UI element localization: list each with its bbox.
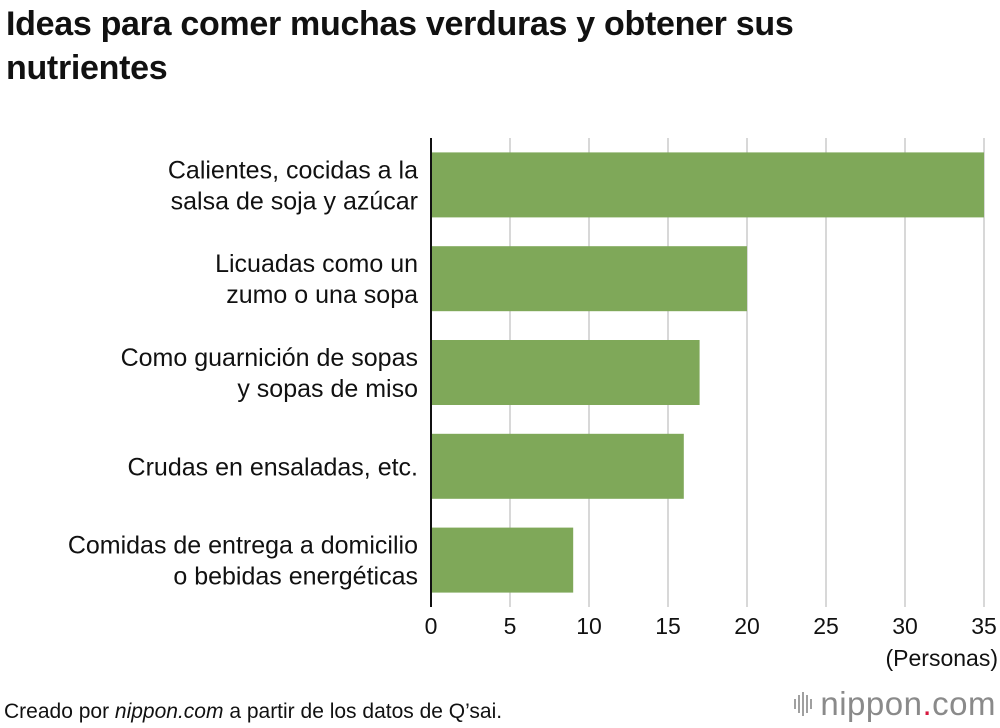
x-axis-unit-label: (Personas) — [886, 645, 998, 671]
bar-1 — [431, 152, 984, 218]
x-tick-label-10: 10 — [576, 613, 602, 639]
x-tick-label-20: 20 — [734, 613, 760, 639]
category-label-2: Licuadas como un zumo o una sopa — [215, 250, 418, 309]
logo-name: nippon — [820, 685, 923, 722]
category-label-line: Licuadas como un — [215, 250, 418, 278]
source-prefix: Creado por — [4, 700, 115, 723]
category-label-line: zumo o una sopa — [226, 281, 418, 309]
category-labels: Calientes, cocidas a la salsa de soja y a… — [68, 156, 418, 590]
source-note: Creado por nippon.com a partir de los da… — [4, 700, 502, 724]
category-label-5: Comidas de entrega a domicilio o bebidas … — [68, 532, 418, 591]
category-label-line: o bebidas energéticas — [173, 563, 418, 591]
x-tick-label-5: 5 — [504, 613, 517, 639]
bar-4 — [431, 433, 684, 499]
logo-bars-icon — [794, 692, 813, 716]
x-tick-labels: 0 5 10 15 20 25 30 35 — [425, 613, 997, 639]
category-label-line: Crudas en ensaladas, etc. — [128, 453, 418, 481]
category-label-line: Como guarnición de sopas — [121, 344, 418, 372]
nippon-logo: nippon. com — [794, 685, 996, 722]
logo-tld: com — [932, 685, 996, 722]
source-suffix: a partir de los datos de Q’sai. — [223, 700, 503, 723]
category-label-3: Como guarnición de sopas y sopas de miso — [121, 344, 418, 403]
category-label-line: y sopas de miso — [237, 375, 418, 403]
chart-title: Ideas para comer muchas verduras y obten… — [6, 5, 794, 87]
category-label-4: Crudas en ensaladas, etc. — [128, 453, 418, 481]
x-tick-label-0: 0 — [425, 613, 438, 639]
bar-5 — [431, 527, 574, 593]
x-tick-label-25: 25 — [813, 613, 839, 639]
bar-3 — [431, 340, 700, 405]
bars — [431, 152, 984, 593]
x-tick-label-15: 15 — [655, 613, 681, 639]
category-label-line: salsa de soja y azúcar — [171, 187, 418, 215]
bar-2 — [431, 246, 747, 312]
category-label-line: Comidas de entrega a domicilio — [68, 532, 418, 560]
category-label-line: Calientes, cocidas a la — [168, 156, 418, 184]
x-tick-label-35: 35 — [971, 613, 997, 639]
category-label-1: Calientes, cocidas a la salsa de soja y a… — [168, 156, 418, 215]
source-site: nippon.com — [114, 700, 224, 723]
x-tick-label-30: 30 — [892, 613, 918, 639]
logo-dot: . — [922, 685, 933, 722]
